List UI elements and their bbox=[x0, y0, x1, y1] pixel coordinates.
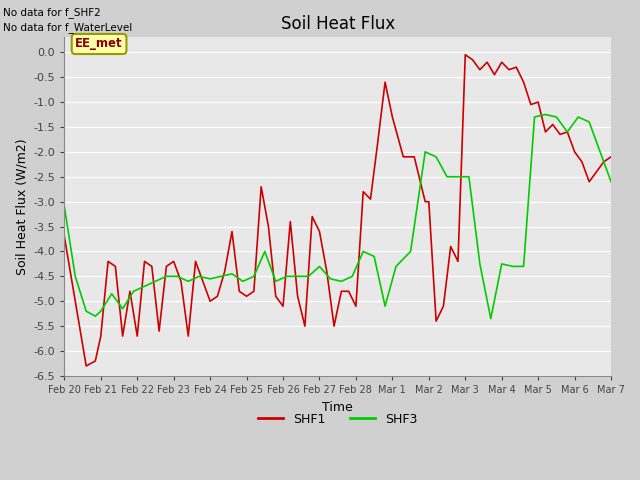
Line: SHF1: SHF1 bbox=[65, 55, 611, 366]
Text: EE_met: EE_met bbox=[76, 37, 123, 50]
SHF3 bbox=[596, 149, 604, 155]
SHF1 bbox=[374, 139, 381, 145]
Text: No data for f_WaterLevel: No data for f_WaterLevel bbox=[3, 22, 132, 33]
SHF1 bbox=[461, 52, 469, 58]
SHF3 bbox=[228, 271, 236, 277]
SHF1 bbox=[184, 333, 192, 339]
SHF1 bbox=[367, 196, 374, 202]
Title: Soil Heat Flux: Soil Heat Flux bbox=[280, 15, 395, 33]
Line: SHF3: SHF3 bbox=[65, 115, 611, 319]
SHF3 bbox=[541, 112, 549, 118]
SHF3 bbox=[487, 316, 495, 322]
SHF3 bbox=[454, 174, 462, 180]
SHF3 bbox=[421, 149, 429, 155]
SHF3 bbox=[61, 204, 68, 209]
SHF3 bbox=[607, 179, 615, 185]
SHF3 bbox=[217, 274, 225, 279]
Y-axis label: Soil Heat Flux (W/m2): Soil Heat Flux (W/m2) bbox=[15, 138, 28, 275]
Legend: SHF1, SHF3: SHF1, SHF3 bbox=[253, 408, 422, 431]
Text: No data for f_SHF2: No data for f_SHF2 bbox=[3, 7, 101, 18]
SHF1 bbox=[83, 363, 90, 369]
SHF1 bbox=[607, 154, 615, 160]
X-axis label: Time: Time bbox=[323, 400, 353, 413]
SHF1 bbox=[61, 234, 68, 240]
SHF3 bbox=[173, 274, 181, 279]
SHF1 bbox=[571, 149, 579, 155]
SHF1 bbox=[192, 259, 200, 264]
SHF1 bbox=[250, 288, 258, 294]
